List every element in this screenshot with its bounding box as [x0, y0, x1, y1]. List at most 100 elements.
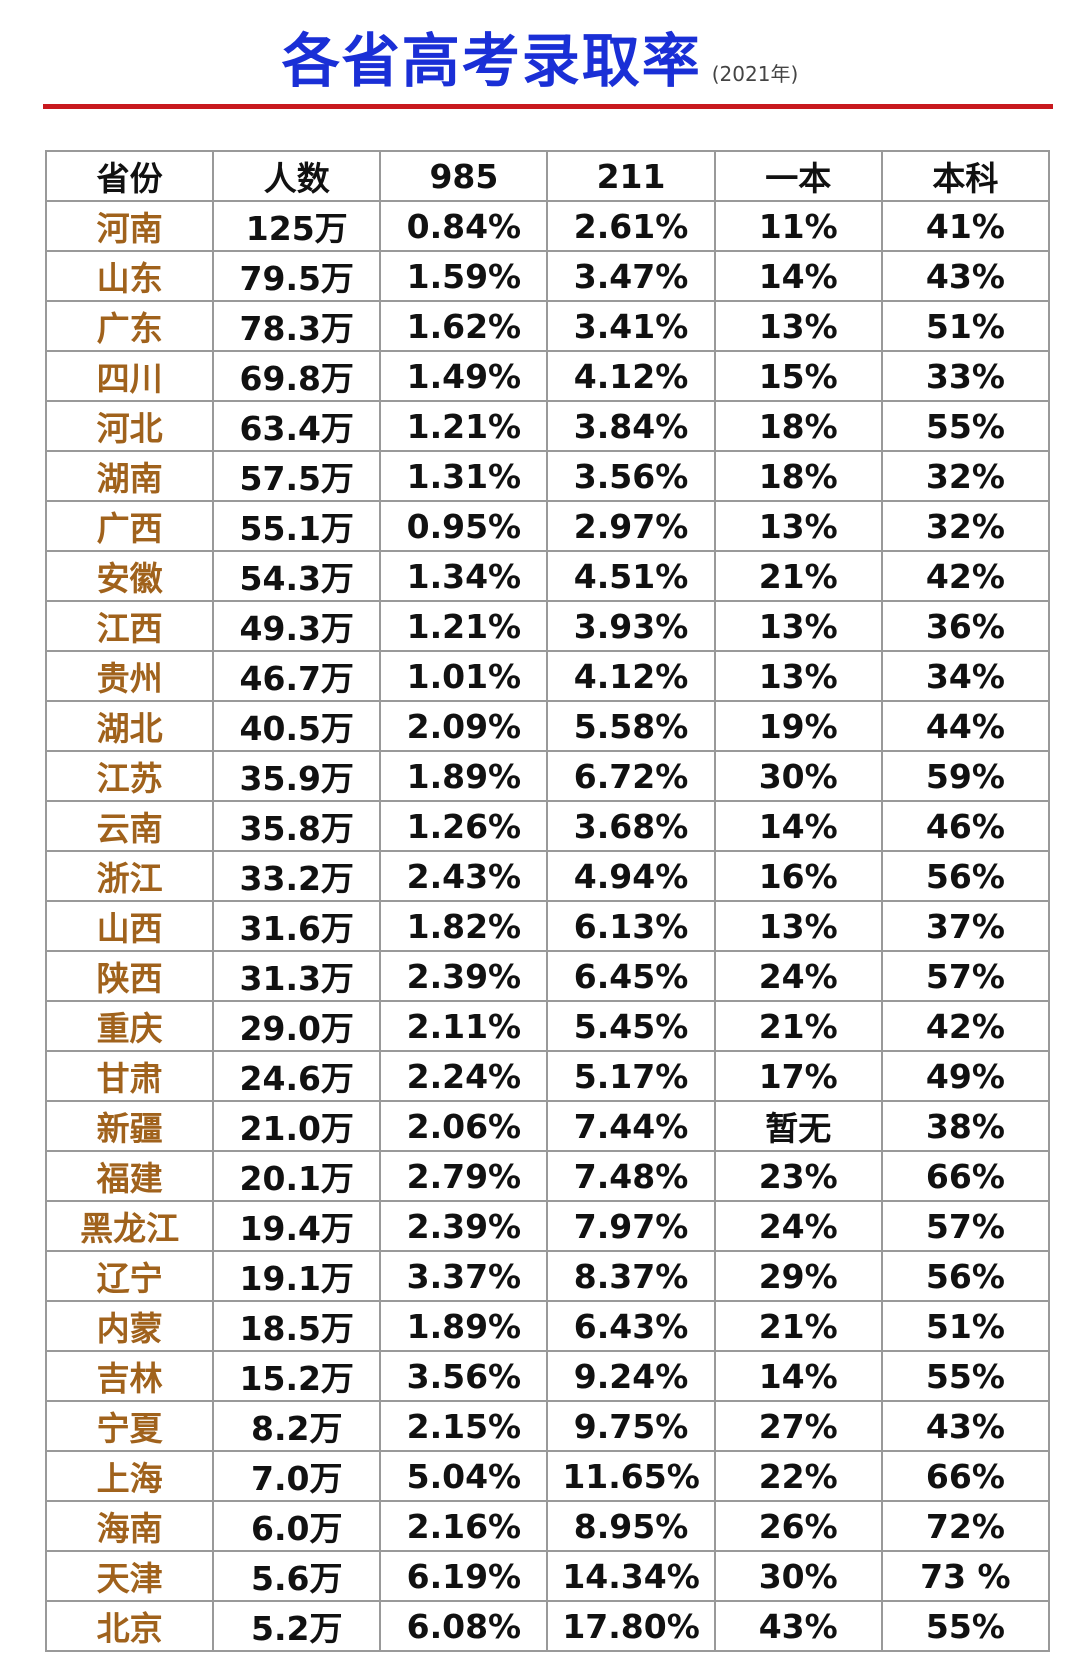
table-cell: 43%: [880, 1400, 1051, 1452]
table-cell: 3.56%: [546, 450, 716, 502]
province-cell: 吉林: [44, 1350, 215, 1402]
table-cell: 56%: [880, 850, 1051, 902]
province-cell: 陕西: [44, 950, 215, 1002]
table-row: 河南 125万 0.84% 2.61% 11% 41%: [44, 200, 1051, 252]
table-cell: 21%: [713, 1000, 883, 1052]
table-cell: 41%: [880, 200, 1051, 252]
table-cell: 35.8万: [212, 800, 382, 852]
table-cell: 0.84%: [379, 200, 549, 252]
table-cell: 5.6万: [212, 1550, 382, 1602]
province-cell: 黑龙江: [44, 1200, 215, 1252]
table-cell: 1.26%: [379, 800, 549, 852]
table-cell: 4.12%: [546, 650, 716, 702]
table-row: 湖南 57.5万 1.31% 3.56% 18% 32%: [44, 450, 1051, 502]
province-cell: 湖南: [44, 450, 215, 502]
table-cell: 1.21%: [379, 600, 549, 652]
table-cell: 11.65%: [546, 1450, 716, 1502]
table-row: 甘肃 24.6万 2.24% 5.17% 17% 49%: [44, 1050, 1051, 1102]
table-row: 广西 55.1万 0.95% 2.97% 13% 32%: [44, 500, 1051, 552]
table-cell: 69.8万: [212, 350, 382, 402]
province-cell: 安徽: [44, 550, 215, 602]
table-cell: 1.01%: [379, 650, 549, 702]
table-cell: 32%: [880, 450, 1051, 502]
column-header: 985: [379, 150, 549, 202]
subtitle: (2021年): [711, 62, 799, 86]
table-row: 河北 63.4万 1.21% 3.84% 18% 55%: [44, 400, 1051, 452]
table-row: 四川 69.8万 1.49% 4.12% 15% 33%: [44, 350, 1051, 402]
table-cell: 6.43%: [546, 1300, 716, 1352]
table-cell: 30%: [713, 1550, 883, 1602]
province-cell: 新疆: [44, 1100, 215, 1152]
table-row: 宁夏 8.2万 2.15% 9.75% 27% 43%: [44, 1400, 1051, 1452]
table-cell: 4.51%: [546, 550, 716, 602]
table-cell: 42%: [880, 1000, 1051, 1052]
province-cell: 湖北: [44, 700, 215, 752]
table-cell: 33%: [880, 350, 1051, 402]
table-cell: 13%: [713, 650, 883, 702]
table-cell: 1.31%: [379, 450, 549, 502]
table-cell: 44%: [880, 700, 1051, 752]
table-cell: 54.3万: [212, 550, 382, 602]
table-cell: 55%: [880, 1350, 1051, 1402]
table-cell: 37%: [880, 900, 1051, 952]
table-cell: 33.2万: [212, 850, 382, 902]
table-cell: 73 %: [880, 1550, 1051, 1602]
table-cell: 3.84%: [546, 400, 716, 452]
province-cell: 重庆: [44, 1000, 215, 1052]
table-cell: 5.2万: [212, 1600, 382, 1652]
table-cell: 66%: [880, 1150, 1051, 1202]
header-row: 省份 人数 985 211 一本 本科: [44, 150, 1051, 202]
table-cell: 36%: [880, 600, 1051, 652]
table-cell: 51%: [880, 1300, 1051, 1352]
table-cell: 2.16%: [379, 1500, 549, 1552]
table-row: 上海 7.0万 5.04% 11.65% 22% 66%: [44, 1450, 1051, 1502]
table-cell: 暂无: [713, 1100, 883, 1152]
table-cell: 55.1万: [212, 500, 382, 552]
table-cell: 56%: [880, 1250, 1051, 1302]
table-cell: 3.37%: [379, 1250, 549, 1302]
table-cell: 24%: [713, 950, 883, 1002]
column-header: 一本: [713, 150, 883, 202]
table-cell: 14%: [713, 800, 883, 852]
table-cell: 13%: [713, 600, 883, 652]
table-cell: 9.24%: [546, 1350, 716, 1402]
table-cell: 13%: [713, 300, 883, 352]
table-cell: 24%: [713, 1200, 883, 1252]
table-cell: 31.6万: [212, 900, 382, 952]
province-cell: 天津: [44, 1550, 215, 1602]
table-cell: 2.39%: [379, 1200, 549, 1252]
province-cell: 北京: [44, 1600, 215, 1652]
table-cell: 18.5万: [212, 1300, 382, 1352]
table-cell: 6.72%: [546, 750, 716, 802]
table-row: 新疆 21.0万 2.06% 7.44% 暂无 38%: [44, 1100, 1051, 1152]
table-cell: 9.75%: [546, 1400, 716, 1452]
table-cell: 24.6万: [212, 1050, 382, 1102]
table-cell: 23%: [713, 1150, 883, 1202]
table-cell: 2.61%: [546, 200, 716, 252]
table-row: 黑龙江 19.4万 2.39% 7.97% 24% 57%: [44, 1200, 1051, 1252]
table-row: 湖北 40.5万 2.09% 5.58% 19% 44%: [44, 700, 1051, 752]
table-cell: 2.39%: [379, 950, 549, 1002]
table-cell: 46.7万: [212, 650, 382, 702]
table-cell: 6.19%: [379, 1550, 549, 1602]
table-cell: 3.56%: [379, 1350, 549, 1402]
table-cell: 7.0万: [212, 1450, 382, 1502]
table-cell: 2.15%: [379, 1400, 549, 1452]
table-cell: 40.5万: [212, 700, 382, 752]
table-body: 河南 125万 0.84% 2.61% 11% 41% 山东 79.5万 1.59% 3.47% 1…: [44, 200, 1051, 1652]
table-cell: 2.79%: [379, 1150, 549, 1202]
table-cell: 11%: [713, 200, 883, 252]
table-cell: 1.89%: [379, 750, 549, 802]
table-cell: 3.47%: [546, 250, 716, 302]
table-row: 江苏 35.9万 1.89% 6.72% 30% 59%: [44, 750, 1051, 802]
table-cell: 2.06%: [379, 1100, 549, 1152]
table-cell: 17%: [713, 1050, 883, 1102]
table-cell: 46%: [880, 800, 1051, 852]
table-cell: 2.43%: [379, 850, 549, 902]
table: 省份 人数 985 211 一本 本科 河南 125万 0.84% 2.61% 11% 41% 山东 7…: [44, 150, 1051, 1652]
table-cell: 57%: [880, 1200, 1051, 1252]
table-cell: 17.80%: [546, 1600, 716, 1652]
table-cell: 8.2万: [212, 1400, 382, 1452]
table-cell: 5.45%: [546, 1000, 716, 1052]
province-cell: 河南: [44, 200, 215, 252]
